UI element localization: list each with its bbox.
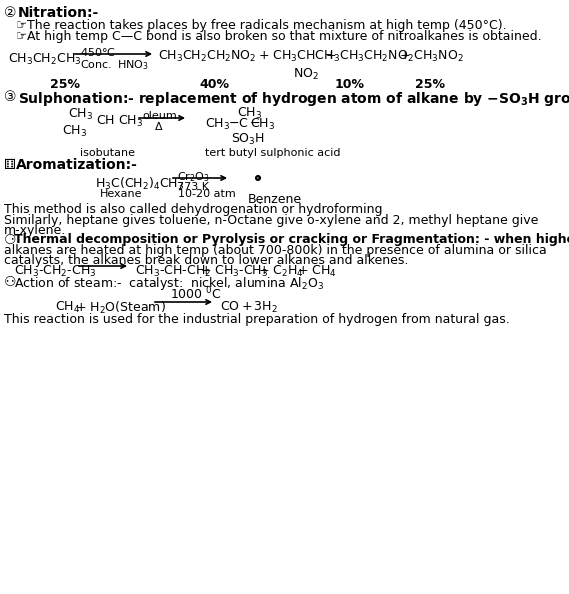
Text: $\mathregular{CH_3}$: $\mathregular{CH_3}$ [62,124,87,139]
Text: $\mathregular{NO_2}$: $\mathregular{NO_2}$ [293,67,319,82]
Text: Sulphonation:- replacement of hydrogen atom of alkane by $\mathregular{-SO_3H}$ : Sulphonation:- replacement of hydrogen a… [18,90,569,108]
Text: $\mathregular{CH_3CH_2CH_2NO_2}$: $\mathregular{CH_3CH_2CH_2NO_2}$ [158,49,257,64]
Text: 40%: 40% [199,78,229,91]
Text: $\mathregular{CH_3CH_2CH_3}$: $\mathregular{CH_3CH_2CH_3}$ [8,52,81,67]
Text: Δ: Δ [155,122,163,132]
Text: $+ \ \mathregular{CH_3\text{-}CH_3}$: $+ \ \mathregular{CH_3\text{-}CH_3}$ [200,264,269,279]
Text: ②: ② [4,6,17,20]
Text: Thermal decomposition or Pyrolysis or cracking or Fragmentation: - when higher: Thermal decomposition or Pyrolysis or cr… [14,233,569,246]
Text: $\mathregular{SO_3H}$: $\mathregular{SO_3H}$ [231,132,265,147]
Text: catalysts, the alkanes break down to lower alkanes and alkenes.: catalysts, the alkanes break down to low… [4,254,409,267]
Text: $\mathregular{CH_3}$: $\mathregular{CH_3}$ [68,107,93,122]
Text: Action of steam:-  catalyst:  nickel, alumina $\mathregular{Al_2O_3}$: Action of steam:- catalyst: nickel, alum… [14,275,324,292]
Text: $\mathregular{\ CH_3}$: $\mathregular{\ CH_3}$ [246,117,275,132]
Text: $\mathregular{-C-}$: $\mathregular{-C-}$ [228,117,261,130]
Text: ⚇: ⚇ [4,275,17,289]
Text: Benzene: Benzene [248,193,302,206]
Text: $\mathregular{CO + 3H_2}$: $\mathregular{CO + 3H_2}$ [220,300,278,315]
Text: This reaction is used for the industrial preparation of hydrogen from natural ga: This reaction is used for the industrial… [4,313,510,326]
Text: $+ \ \mathregular{CH_4}$: $+ \ \mathregular{CH_4}$ [297,264,337,279]
Text: At high temp C—C bond is also broken so that mixture of nitroalkanes is obtained: At high temp C—C bond is also broken so … [27,30,542,43]
Text: $\mathregular{CH_3}$: $\mathregular{CH_3}$ [205,117,230,132]
Text: $+ \ \mathregular{H_2O(Steam)}$: $+ \ \mathregular{H_2O(Steam)}$ [75,300,166,316]
Text: 10-20 atm: 10-20 atm [178,189,236,199]
Text: oleum: oleum [142,111,177,121]
Text: $+ \ \mathregular{CH_3CHCH_3}$: $+ \ \mathregular{CH_3CHCH_3}$ [258,49,340,64]
Text: $\mathregular{CH_3\text{-}CH\text{-}CH_2}$: $\mathregular{CH_3\text{-}CH\text{-}CH_2… [135,264,211,279]
Text: isobutane: isobutane [80,148,135,158]
Text: $\mathregular{Cr_2O_3}$: $\mathregular{Cr_2O_3}$ [177,170,210,184]
Text: ⚅: ⚅ [4,158,16,172]
Text: alkanes are heated at high temp (about 700-800k) in the presence of alumina or s: alkanes are heated at high temp (about 7… [4,244,547,257]
Text: tert butyl sulphonic acid: tert butyl sulphonic acid [205,148,340,158]
Text: 25%: 25% [50,78,80,91]
Text: $+ \ \mathregular{CH_3CH_2NO_2}$: $+ \ \mathregular{CH_3CH_2NO_2}$ [325,49,414,64]
Text: The reaction takes places by free radicals mechanism at high temp (450°C).: The reaction takes places by free radica… [27,19,506,32]
Text: Hexane: Hexane [100,189,142,199]
Text: $\mathregular{Conc.\ HNO_3}$: $\mathregular{Conc.\ HNO_3}$ [80,58,149,72]
Text: $\mathregular{CH_4}$: $\mathregular{CH_4}$ [55,300,80,315]
Text: $\mathregular{H_3C(CH_2)_4CH_3}$: $\mathregular{H_3C(CH_2)_4CH_3}$ [95,176,184,192]
Text: 1000 $\mathregular{^0C}$: 1000 $\mathregular{^0C}$ [170,286,222,302]
Text: $\mathregular{CH_3}$: $\mathregular{CH_3}$ [237,106,262,121]
Text: $\mathregular{CH_3\text{-}CH_2\text{-}CH_3}$: $\mathregular{CH_3\text{-}CH_2\text{-}CH… [14,264,97,279]
Text: $\mathregular{450\degree C}$: $\mathregular{450\degree C}$ [80,46,116,58]
Text: $+ \ \mathregular{CH_3NO_2}$: $+ \ \mathregular{CH_3NO_2}$ [399,49,464,64]
Text: $\mathregular{CH\ CH_3}$: $\mathregular{CH\ CH_3}$ [96,114,143,129]
Text: ☞: ☞ [16,19,27,32]
Text: 25%: 25% [415,78,445,91]
Text: ⚆: ⚆ [4,233,17,247]
Text: ☞: ☞ [16,30,27,43]
Text: 773 K: 773 K [177,182,209,192]
Text: m-xylene.: m-xylene. [4,224,66,237]
Text: 10%: 10% [335,78,365,91]
Text: Similarly, heptane gives toluene, n-Octane give o-xylene and 2, methyl heptane g: Similarly, heptane gives toluene, n-Octa… [4,214,538,227]
Text: This method is also called dehydrogenation or hydroforming: This method is also called dehydrogenati… [4,203,382,216]
Text: $+ \ \mathregular{C_2H_4}$: $+ \ \mathregular{C_2H_4}$ [258,264,304,279]
Text: Aromatization:-: Aromatization:- [16,158,138,172]
Text: Nitration:-: Nitration:- [18,6,99,20]
Text: ③: ③ [4,90,17,104]
